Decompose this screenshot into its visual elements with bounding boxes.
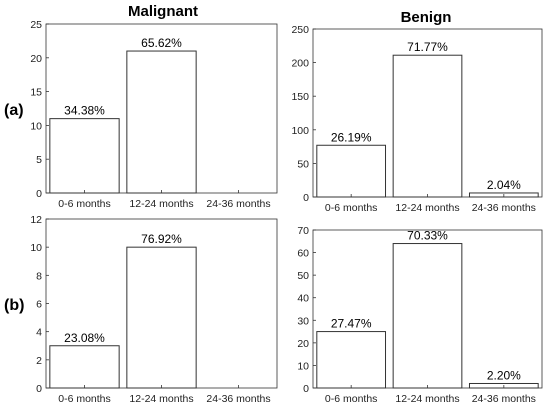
panel-a-benign-category-label-12-24-months: 12-24 months bbox=[395, 202, 459, 214]
panel-b-benign-data-label-12-24-months: 70.33% bbox=[407, 229, 448, 243]
panel-b-benign-data-label-0-6-months: 27.47% bbox=[331, 317, 372, 331]
panel-a-malignant-data-label-12-24-months: 65.62% bbox=[141, 36, 182, 50]
panel-a-malignant-ytick-label-10: 10 bbox=[30, 120, 42, 132]
panel-a-benign-data-label-24-36-months: 2.04% bbox=[487, 178, 521, 192]
panel-b-malignant-category-label-12-24-months: 12-24 months bbox=[129, 393, 193, 405]
panel-a-malignant-category-label-0-6-months: 0-6 months bbox=[58, 198, 111, 210]
panel-a-benign-bar-12-24-months bbox=[392, 54, 463, 198]
panel-b-benign: 0 10 20 30 40 50 60 70 0-6 months 27.47% 12-24 mon… bbox=[297, 225, 543, 405]
panel-b-benign-data-label-24-36-months: 2.20% bbox=[487, 368, 521, 382]
panel-b-benign-ytick-label-60: 60 bbox=[297, 248, 309, 260]
panel-a-malignant-ytick-label-15: 15 bbox=[30, 87, 42, 99]
panel-b-malignant-ytick-label-8: 8 bbox=[36, 270, 42, 282]
panel-b-benign-ytick-label-70: 70 bbox=[297, 225, 309, 237]
panel-a-benign-ytick-label-0: 0 bbox=[303, 192, 309, 204]
panel-a-malignant-data-label-0-6-months: 34.38% bbox=[64, 104, 105, 118]
panel-b-malignant-bar-12-24-months bbox=[126, 246, 197, 389]
panel-b-benign-ytick-label-10: 10 bbox=[297, 360, 309, 372]
panel-a-benign-data-label-12-24-months: 71.77% bbox=[407, 40, 448, 54]
panel-b-malignant-data-label-0-6-months: 23.08% bbox=[64, 331, 105, 345]
panel-b-benign-ytick-label-50: 50 bbox=[297, 270, 309, 282]
panel-b-benign-category-label-24-36-months: 24-36 months bbox=[472, 393, 536, 405]
panel-a-malignant-bar-0-6-months bbox=[49, 118, 120, 194]
panel-a-malignant-bar-12-24-months bbox=[126, 50, 197, 194]
panel-a-benign-category-label-24-36-months: 24-36 months bbox=[472, 202, 536, 214]
panel-b-malignant-category-label-24-36-months: 24-36 months bbox=[206, 393, 270, 405]
panel-b-benign-category-label-0-6-months: 0-6 months bbox=[325, 393, 378, 405]
panel-b-benign-ytick-label-30: 30 bbox=[297, 315, 309, 327]
panel-b-benign-bar-0-6-months bbox=[316, 331, 387, 389]
panel-a-malignant-ytick-label-20: 20 bbox=[30, 53, 42, 65]
panel-a-malignant-category-label-12-24-months: 12-24 months bbox=[129, 198, 193, 210]
panel-b-malignant-category-label-0-6-months: 0-6 months bbox=[58, 393, 111, 405]
panel-a-malignant-category-label-24-36-months: 24-36 months bbox=[206, 198, 270, 210]
panel-a-benign-data-label-0-6-months: 26.19% bbox=[331, 130, 372, 144]
panel-a-malignant-ytick-label-25: 25 bbox=[30, 19, 42, 31]
panel-b-malignant-data-label-12-24-months: 76.92% bbox=[141, 232, 182, 246]
panel-b-benign-ytick-label-20: 20 bbox=[297, 338, 309, 350]
panel-b-malignant-ytick-label-0: 0 bbox=[36, 383, 42, 395]
panel-b-benign-ytick-label-0: 0 bbox=[303, 383, 309, 395]
row-label-a: (a) bbox=[4, 102, 24, 119]
panel-b-malignant-ytick-label-4: 4 bbox=[36, 327, 42, 339]
panel-b-malignant-ytick-label-12: 12 bbox=[30, 214, 42, 226]
panel-a-benign-ytick-label-150: 150 bbox=[291, 91, 309, 103]
panel-a-benign-category-label-0-6-months: 0-6 months bbox=[325, 202, 378, 214]
panel-a-malignant-ytick-label-0: 0 bbox=[36, 188, 42, 200]
panel-a-malignant: 0 5 10 15 20 25 0-6 months 34.38% 12-24 months 65… bbox=[30, 19, 278, 210]
panel-a-benign: 0 50 100 150 200 250 0-6 months 26.19% 12-24 mon… bbox=[291, 24, 543, 214]
panel-a-malignant-ytick-label-5: 5 bbox=[36, 154, 42, 166]
panel-b-benign-bar-12-24-months bbox=[392, 243, 463, 389]
panel-b-malignant-ytick-label-2: 2 bbox=[36, 355, 42, 367]
panel-a-benign-ytick-label-250: 250 bbox=[291, 24, 309, 36]
panel-b-malignant-bar-0-6-months bbox=[49, 345, 120, 389]
panel-a-benign-ytick-label-50: 50 bbox=[297, 158, 309, 170]
panel-a-benign-ytick-label-100: 100 bbox=[291, 125, 309, 137]
panel-a-benign-ytick-label-200: 200 bbox=[291, 58, 309, 70]
panel-b-malignant-ytick-label-10: 10 bbox=[30, 242, 42, 254]
panel-b-benign-ytick-label-40: 40 bbox=[297, 293, 309, 305]
panel-b-malignant: 0 2 4 6 8 10 12 0-6 months 23.08% 12-24 months 76.… bbox=[30, 214, 278, 405]
column-title-malignant: Malignant bbox=[128, 3, 198, 20]
panel-a-benign-bar-0-6-months bbox=[316, 144, 387, 198]
panel-b-benign-category-label-12-24-months: 12-24 months bbox=[395, 393, 459, 405]
column-title-benign: Benign bbox=[401, 9, 452, 26]
row-label-b: (b) bbox=[4, 297, 24, 314]
panel-b-malignant-ytick-label-6: 6 bbox=[36, 299, 42, 311]
